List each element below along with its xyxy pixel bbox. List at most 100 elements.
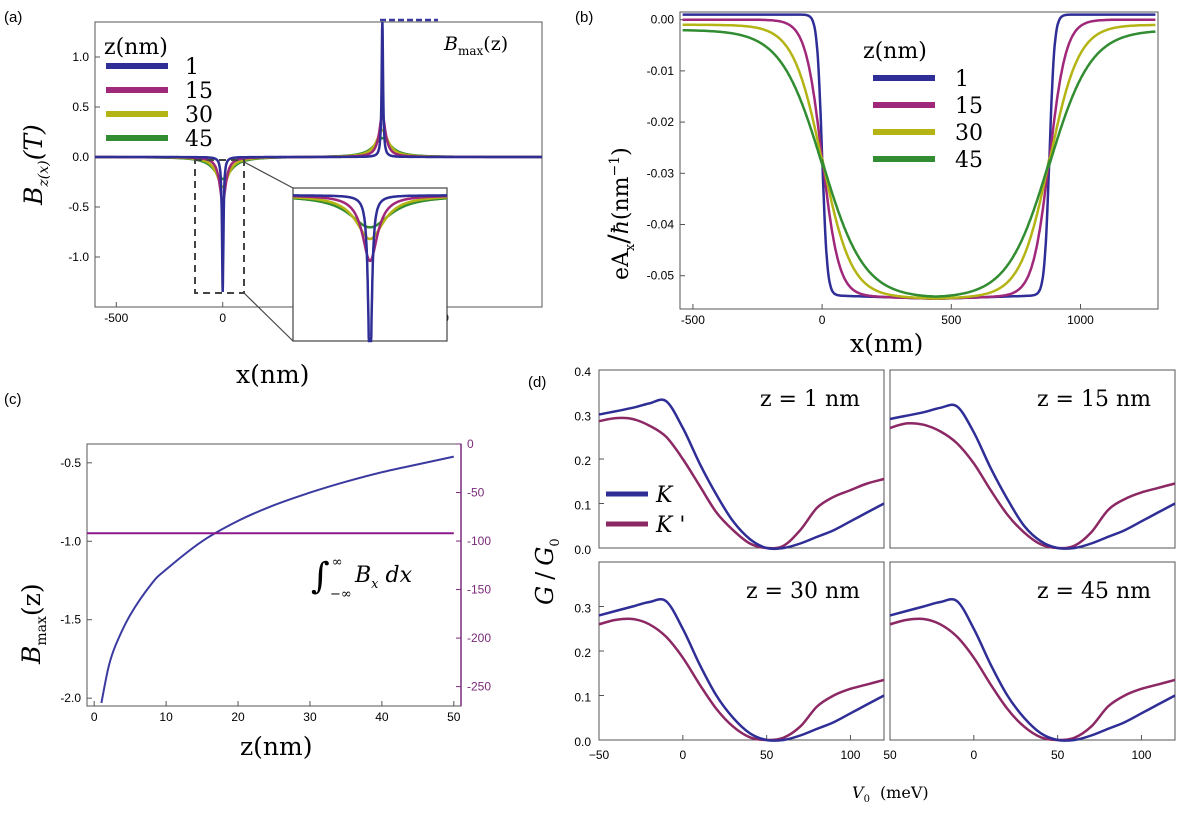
chart-c-curves (87, 455, 455, 704)
x-tick-label: 50 (1051, 748, 1065, 762)
chart-d: 0.40.30.20.10.00.30.20.10.0−50 0 50 100 50 0 5… (531, 365, 1176, 805)
subplot-frame (889, 561, 1176, 741)
chart-a-curves (95, 21, 542, 293)
x-tick-label: -500 (681, 313, 705, 327)
subplot-label: z = 45 nm (1037, 579, 1151, 604)
legend-label-15: 15 (955, 94, 983, 119)
x-tick-label: 30 (303, 710, 317, 724)
inset-line-15 (293, 194, 447, 263)
legend-label-1: 1 (955, 67, 969, 92)
y-tick-label: 0.2 (574, 454, 591, 468)
zoom-connector-bottom (243, 292, 294, 342)
y-tick-label: -1.5 (60, 613, 81, 627)
chart-c-xlabel: z(nm) (240, 732, 313, 761)
chart-c-ylabel: Bmax(z) (17, 583, 50, 665)
y-right-tick-label: -150 (467, 583, 491, 597)
y-tick-label: -1.0 (60, 534, 81, 548)
Kprime-curve (598, 617, 885, 742)
chart-d-panel-labels: z = 1 nm z = 15 nm z = 30 nm z = 45 nm (746, 387, 1151, 604)
x-tick-label: 50 (883, 748, 897, 762)
x-tick-label: 0 (219, 311, 226, 325)
y-tick-label: 0.3 (574, 410, 591, 424)
y-tick-label: 0.2 (574, 646, 591, 660)
y-tick-label: -1.0 (68, 250, 89, 264)
K-curve (889, 598, 1176, 742)
inset-line-45 (293, 197, 447, 229)
inset-line-1 (293, 194, 447, 343)
legend-label-1: 1 (185, 55, 199, 80)
x-tick-label: 100 (840, 748, 860, 762)
integral-annotation: ∫ ∞ (311, 555, 343, 597)
y-tick-label: -0.04 (647, 218, 675, 232)
x-tick-label: 0 (679, 748, 686, 762)
y-tick-label: -0.5 (60, 456, 81, 470)
integral-lower-limit: −∞ (330, 587, 352, 602)
legend-label-K: K (655, 483, 674, 508)
inset-line-30 (293, 196, 447, 241)
x-tick-label: 1000 (1067, 313, 1094, 327)
y-tick-label: 0.0 (574, 543, 591, 557)
y-tick-label: 1.0 (72, 50, 89, 64)
chart-c: 0 10 20 30 40 50 -0.5 -1.0 -1.5 -2.0 0 -50 -100 -150 -… (17, 437, 491, 761)
chart-a: -500010001.00.50.0-0.5-1.0 Bmax(z) z(nm)… (19, 18, 543, 389)
series-line-30 (682, 23, 1156, 300)
y-tick-label: -0.02 (647, 115, 675, 129)
subplot-frame (889, 369, 1176, 549)
chart-a-xlabel: x(nm) (236, 360, 309, 389)
chart-b-ticks: -500 0 500 1000 0.00 -0.01 -0.02 -0.03 -0.04 -0.0… (647, 13, 1095, 327)
series-line-45 (682, 28, 1156, 298)
x-tick-label: 40 (375, 710, 389, 724)
x-tick-label: 500 (941, 313, 961, 327)
legend-label-30: 30 (185, 103, 213, 128)
K-curve (598, 398, 885, 551)
x-tick-label: 0 (819, 313, 826, 327)
bmax-annotation: Bmax(z) (443, 33, 508, 58)
subplot-label: z = 30 nm (746, 579, 860, 604)
legend-label-Kprime: K ' (655, 513, 685, 538)
y-right-tick-label: -200 (467, 631, 491, 645)
y-tick-label: 0.4 (574, 365, 591, 379)
y-tick-label: 0.1 (574, 499, 591, 513)
chart-a-legend-title: z(nm) (104, 35, 168, 60)
legend-label-45: 45 (185, 127, 213, 152)
y-right-tick-label: -50 (467, 486, 485, 500)
x-tick-label: -500 (104, 311, 128, 325)
chart-d-legend: K K ' (606, 483, 685, 538)
x-tick-label: 10 (159, 710, 173, 724)
subplot-label: z = 15 nm (1037, 387, 1151, 412)
x-tick-label: 50 (447, 710, 461, 724)
chart-a-ylabel: Bz(x)(T) (19, 124, 52, 206)
legend-label-45: 45 (955, 148, 983, 173)
chart-b-legend-title: z(nm) (863, 39, 927, 64)
x-tick-label: 0 (970, 748, 977, 762)
inset-frame (292, 187, 448, 342)
Kprime-curve (889, 421, 1176, 550)
y-tick-label: -0.03 (647, 166, 675, 180)
chart-d-curves (598, 398, 1176, 742)
bmax-curve (100, 455, 455, 704)
zoom-connector-top (243, 161, 294, 189)
chart-d-ylabel: G/G0 (531, 538, 563, 605)
y-tick-label: -2.0 (60, 691, 81, 705)
y-right-tick-label: -250 (467, 680, 491, 694)
y-right-tick-label: 0 (467, 437, 474, 451)
y-tick-label: -0.5 (68, 200, 89, 214)
chart-d-xlabel: V0 (meV) (852, 783, 929, 805)
chart-a-ticks: -500010001.00.50.0-0.5-1.0 (68, 50, 449, 325)
panel-label-b: (b) (575, 9, 593, 26)
chart-b: -500 0 500 1000 0.00 -0.01 -0.02 -0.03 -0.04 -0.0… (602, 11, 1159, 358)
integral-body: Bx dx (354, 563, 413, 592)
y-tick-label: -0.01 (647, 64, 675, 78)
y-right-tick-label: -100 (467, 534, 491, 548)
inset-curves (293, 194, 447, 343)
panel-label-a: (a) (4, 9, 22, 26)
x-tick-label: 0 (91, 710, 98, 724)
y-tick-label: 0.00 (651, 13, 675, 27)
K-curve (598, 598, 885, 742)
Kprime-curve (598, 416, 885, 550)
x-tick-label: −50 (589, 748, 610, 762)
chart-b-frame (679, 11, 1159, 310)
